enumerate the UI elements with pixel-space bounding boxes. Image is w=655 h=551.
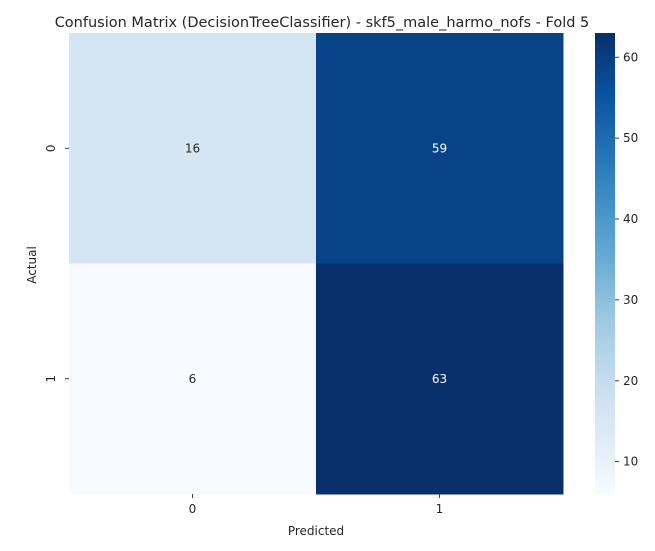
x-tick-label: 0 [189,502,197,516]
y-axis: 01 [44,144,69,383]
colorbar-ticks: 10 20 30 40 50 60 [615,50,638,469]
cell-value-label: 63 [432,372,447,386]
heatmap-cell-1-0 [69,263,317,495]
cell-value-label: 16 [185,141,200,155]
colorbar-tick-label: 30 [623,293,638,307]
heatmap-cell-1-1 [316,263,564,495]
heatmap-cell-labels: 16 59 6 63 [185,141,447,386]
heatmap-cells [69,33,564,495]
colorbar [595,33,615,494]
y-axis-label: Actual [25,246,39,284]
heatmap-cell-0-1 [316,33,564,264]
cell-value-label: 59 [432,141,447,155]
x-tick-label: 1 [436,502,444,516]
colorbar-tick-label: 40 [623,212,638,226]
y-tick-label: 0 [44,144,58,152]
heatmap-cell-0-0 [69,33,317,264]
colorbar-tick-label: 10 [623,455,638,469]
cell-value-label: 6 [189,372,197,386]
colorbar-tick-label: 60 [623,50,638,64]
x-axis-label: Predicted [288,524,344,538]
colorbar-gradient [595,33,615,494]
chart-title: Confusion Matrix (DecisionTreeClassifier… [55,15,590,31]
colorbar-tick-label: 20 [623,374,638,388]
y-tick-label: 1 [44,375,58,383]
colorbar-tick-label: 50 [623,131,638,145]
